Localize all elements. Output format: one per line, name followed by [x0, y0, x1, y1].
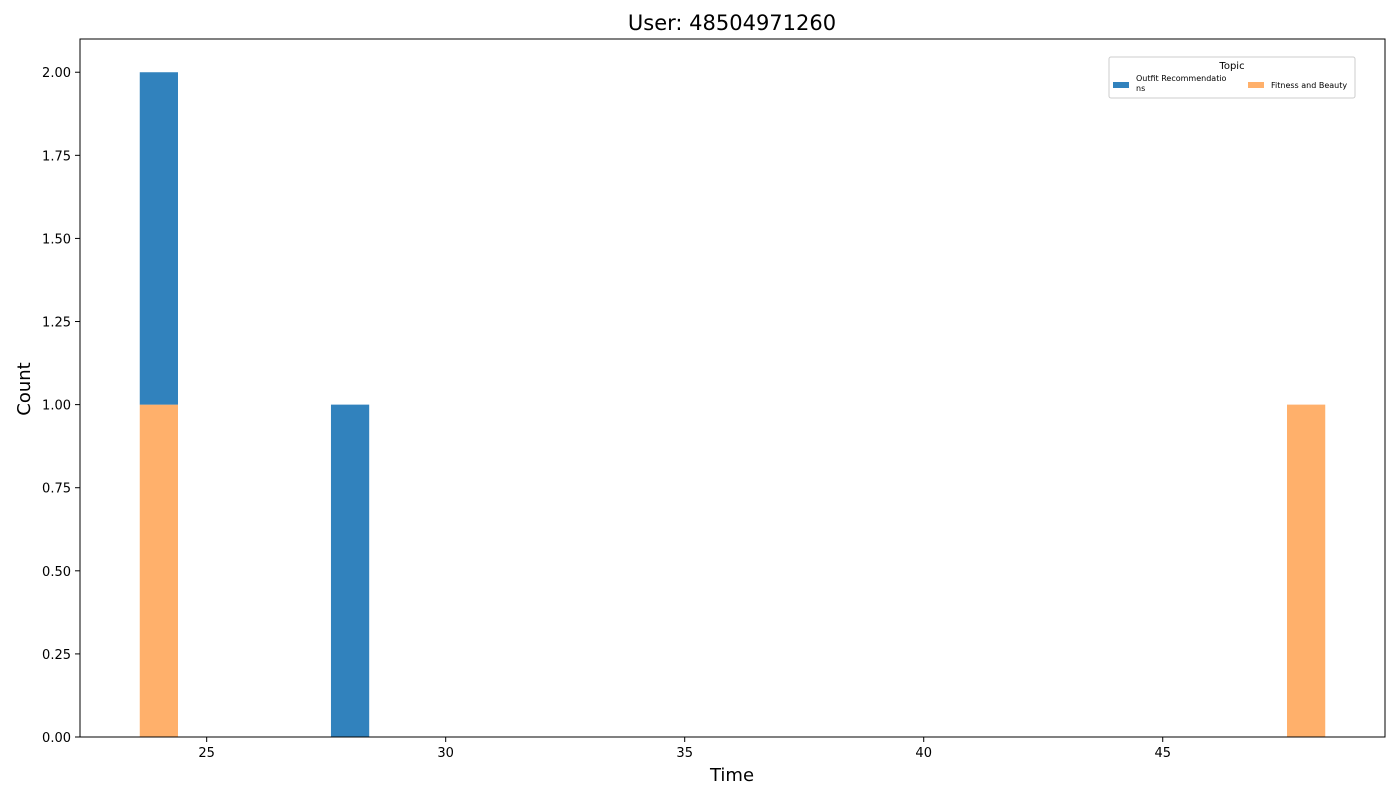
x-tick-label: 30: [437, 746, 454, 761]
y-tick-label: 0.75: [42, 482, 71, 497]
y-ticks: 0.00 0.25 0.50 0.75 1.00 1.25 1.50 1.75 2.00: [42, 66, 80, 746]
y-tick-label: 0.50: [42, 565, 71, 580]
legend-swatch-fitness-and-beauty: [1248, 82, 1264, 88]
legend-label-outfit-recommendations-line2: ns: [1136, 84, 1145, 93]
legend-label-outfit-recommendations-line1: Outfit Recommendatio: [1136, 74, 1227, 83]
bar-outfit-recommendations-t24: [139, 72, 178, 405]
legend-label-fitness-and-beauty: Fitness and Beauty: [1271, 81, 1347, 90]
y-tick-label: 1.25: [42, 316, 71, 331]
legend-box: [1108, 56, 1356, 99]
bars-group: [139, 72, 1326, 737]
y-axis-label: Count: [14, 362, 35, 415]
y-tick-label: 2.00: [42, 66, 71, 81]
y-tick-label: 1.50: [42, 232, 71, 247]
x-tick-label: 40: [915, 746, 932, 761]
legend-title: Topic: [1218, 61, 1244, 72]
bar-fitness-and-beauty-t48: [1287, 404, 1326, 737]
chart-title: User: 48504971260: [628, 11, 836, 35]
legend-swatch-outfit-recommendations: [1113, 82, 1129, 88]
y-tick-label: 0.00: [42, 731, 71, 746]
x-axis-label: Time: [709, 765, 754, 786]
x-ticks: 25 30 35 40 45: [198, 737, 1171, 761]
y-tick-label: 0.25: [42, 648, 71, 663]
plot-frame: [79, 38, 1386, 738]
x-tick-label: 35: [676, 746, 693, 761]
y-tick-label: 1.00: [42, 399, 71, 414]
bar-outfit-recommendations-t28: [330, 404, 370, 737]
y-tick-label: 1.75: [42, 149, 71, 164]
x-tick-label: 45: [1154, 746, 1171, 761]
bar-fitness-and-beauty-t24: [139, 404, 178, 737]
legend: Topic Outfit Recommendatio ns Fitness an…: [1108, 56, 1356, 99]
x-tick-label: 25: [198, 746, 215, 761]
